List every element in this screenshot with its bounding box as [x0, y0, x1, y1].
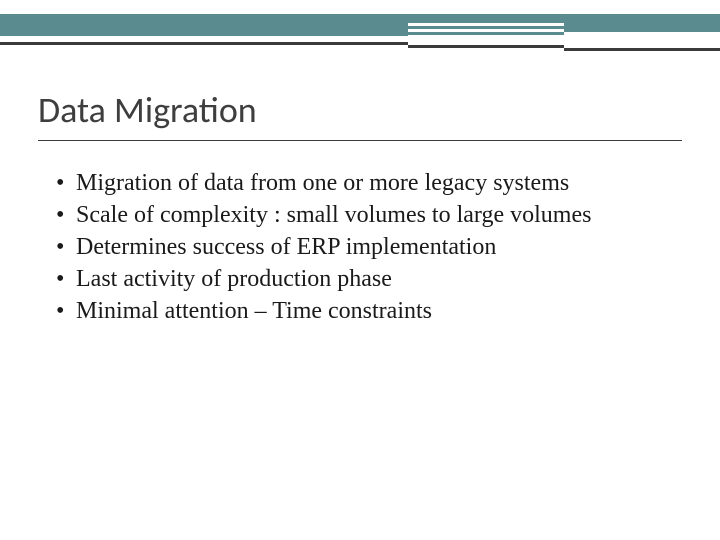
list-item: Migration of data from one or more legac…: [52, 168, 660, 198]
content-area: Migration of data from one or more legac…: [52, 168, 660, 328]
slide-title: Data Migration: [38, 88, 257, 132]
band-stripe-thick: [408, 14, 564, 23]
list-item: Minimal attention – Time constraints: [52, 296, 660, 326]
list-item: Determines success of ERP implementation: [52, 232, 660, 262]
bullet-list: Migration of data from one or more legac…: [52, 168, 660, 326]
underline-left: [0, 42, 408, 45]
band-segment-right: [564, 14, 720, 32]
band-stripe-thin-2: [408, 32, 564, 35]
list-item: Scale of complexity : small volumes to l…: [52, 200, 660, 230]
band-segment-left: [0, 14, 408, 36]
list-item: Last activity of production phase: [52, 264, 660, 294]
title-underline: [38, 140, 682, 141]
underline-right: [564, 48, 720, 51]
band-segment-mid: [408, 14, 564, 35]
header-band: [0, 14, 720, 42]
underline-mid: [408, 45, 564, 48]
